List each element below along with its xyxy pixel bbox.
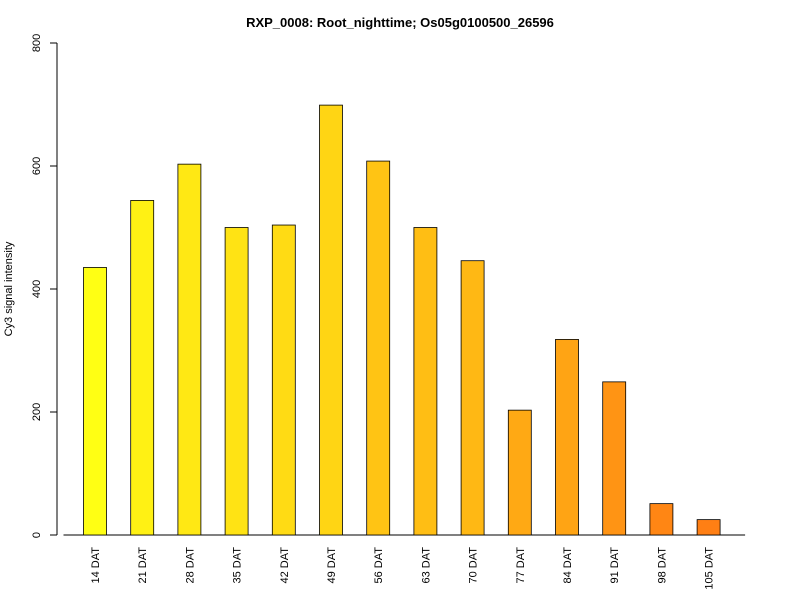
x-tick-label: 105 DAT (704, 547, 716, 590)
x-tick-label: 77 DAT (515, 547, 527, 584)
x-tick-label: 35 DAT (232, 547, 244, 584)
y-tick-label: 600 (31, 157, 43, 175)
x-tick-label: 98 DAT (656, 547, 668, 584)
bar (555, 339, 579, 536)
x-tick-labels: 14 DAT 21 DAT 28 DAT 35 DAT 42 DAT 49 DAT 56 D… (90, 547, 716, 590)
x-tick-label: 42 DAT (279, 547, 291, 584)
y-tick-label: 0 (31, 532, 43, 538)
x-tick-label: 91 DAT (609, 547, 621, 584)
bar (649, 503, 674, 536)
bars (83, 104, 721, 536)
bar (366, 160, 391, 536)
bar (507, 409, 532, 536)
bar (83, 267, 107, 536)
x-tick-label: 63 DAT (420, 547, 432, 584)
bar (460, 260, 485, 536)
chart-title: RXP_0008: Root_nighttime; Os05g0100500_2… (246, 15, 554, 30)
x-tick-label: 21 DAT (137, 547, 149, 584)
bar (224, 227, 249, 536)
bar (271, 224, 296, 536)
x-tick-label: 49 DAT (326, 547, 338, 584)
y-tick-label: 800 (31, 34, 43, 52)
bar (319, 104, 343, 536)
x-tick-label: 28 DAT (184, 547, 196, 584)
bar (413, 227, 438, 536)
bar (130, 200, 155, 536)
x-tick-label: 56 DAT (373, 547, 385, 584)
bar (696, 519, 721, 536)
y-axis: 0 200 400 600 800 (31, 34, 58, 538)
y-axis-label: Cy3 signal intensity (3, 241, 15, 336)
bar (177, 163, 202, 536)
x-tick-label: 84 DAT (562, 547, 574, 584)
bar (602, 381, 627, 536)
x-tick-label: 14 DAT (90, 547, 102, 584)
x-tick-label: 70 DAT (468, 547, 480, 584)
y-tick-label: 400 (31, 280, 43, 298)
y-tick-label: 200 (31, 403, 43, 421)
